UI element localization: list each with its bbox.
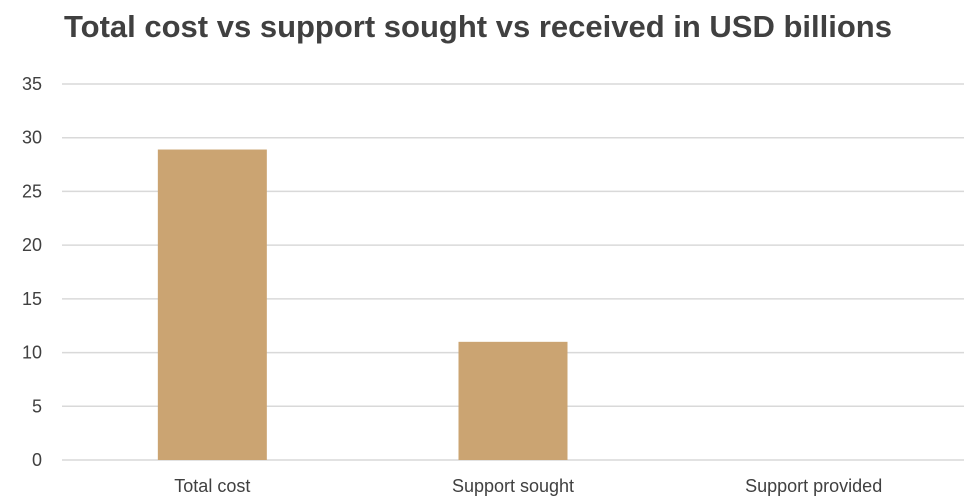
y-tick-label: 25: [22, 181, 42, 201]
y-tick-label: 30: [22, 128, 42, 148]
x-category-label: Support sought: [452, 476, 574, 496]
x-category-label: Total cost: [174, 476, 250, 496]
bar-support-sought: [458, 341, 568, 460]
y-tick-label: 15: [22, 289, 42, 309]
y-tick-label: 5: [32, 396, 42, 416]
y-axis-ticks: 0 5 10 15 20 25 30 35: [22, 74, 42, 470]
chart-title: Total cost vs support sought vs received…: [64, 9, 892, 44]
y-tick-label: 35: [22, 74, 42, 94]
y-tick-label: 10: [22, 343, 42, 363]
y-tick-label: 0: [32, 450, 42, 470]
y-tick-label: 20: [22, 235, 42, 255]
x-axis-categories: Total cost Support sought Support provided: [174, 476, 882, 496]
bar-total-cost: [157, 149, 267, 460]
bars: [157, 149, 568, 460]
x-category-label: Support provided: [745, 476, 882, 496]
